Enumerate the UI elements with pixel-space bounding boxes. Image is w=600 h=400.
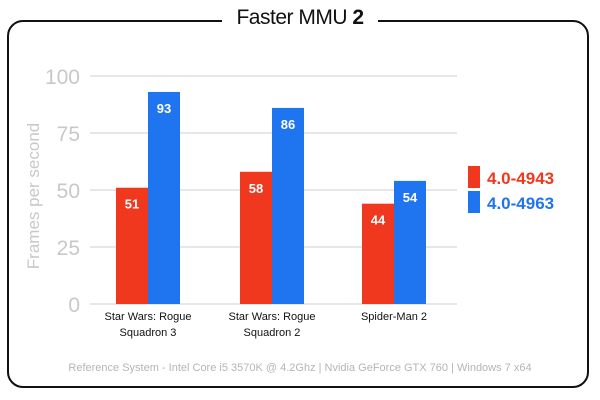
bar-2 [148, 91, 180, 305]
y-tick-label: 75 [57, 123, 80, 146]
legend-label-1: 4.0-4943 [487, 169, 554, 188]
bar-2 [272, 107, 304, 304]
x-category-label: Squadron 3 [120, 327, 177, 339]
bar-1 [362, 203, 394, 304]
x-category-label: Star Wars: Rogue [228, 311, 315, 323]
y-tick-label: 50 [57, 180, 80, 203]
legend-swatch-2 [468, 191, 480, 213]
bar-1 [116, 187, 148, 304]
bar-2 [394, 180, 426, 304]
x-category-label: Star Wars: Rogue [104, 311, 191, 323]
chart-title: Faster MMU 2 [222, 4, 378, 32]
legend-label-2: 4.0-4963 [487, 194, 554, 213]
reference-system-footer: Reference System - Intel Core i5 3570K @… [68, 362, 532, 374]
title-wrap: Faster MMU 2 [0, 4, 600, 32]
y-tick-label: 0 [68, 294, 80, 317]
y-tick-label: 25 [57, 237, 80, 260]
data-label: 54 [403, 190, 418, 205]
data-label: 93 [157, 101, 171, 116]
data-label: 86 [281, 117, 295, 132]
legend-swatch-1 [468, 166, 480, 188]
data-label: 51 [125, 197, 139, 212]
data-label: 58 [249, 181, 263, 196]
title-main: Faster MMU [236, 6, 347, 29]
title-number: 2 [352, 6, 364, 29]
x-category-label: Squadron 2 [244, 327, 301, 339]
y-axis-label: Frames per second [24, 123, 43, 269]
data-label: 44 [371, 213, 386, 228]
bar-1 [240, 171, 272, 304]
y-tick-label: 100 [45, 66, 80, 89]
x-category-label: Spider-Man 2 [361, 311, 427, 323]
